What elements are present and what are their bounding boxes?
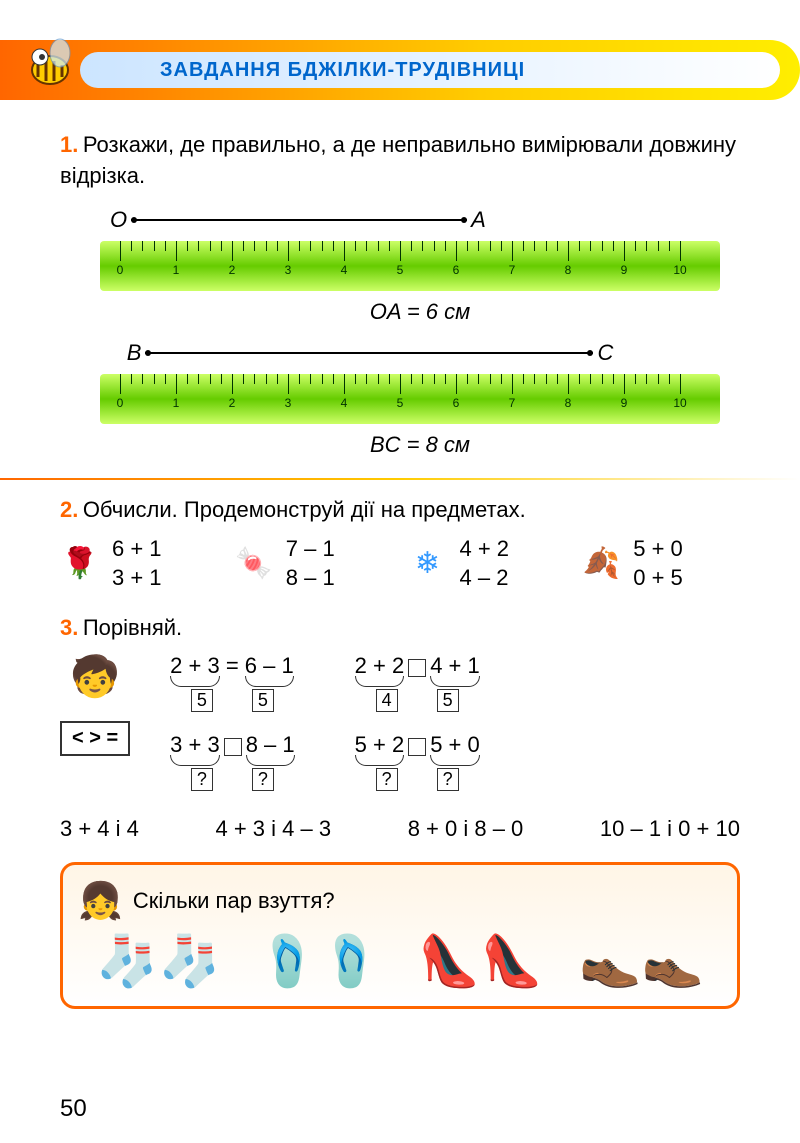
task-text: Розкажи, де правильно, а де неправильно … bbox=[60, 132, 736, 188]
segment-bc: B C bbox=[127, 340, 740, 366]
ruler-number: 6 bbox=[453, 263, 460, 277]
ruler-number: 9 bbox=[621, 263, 628, 277]
calc-group: 🍂 5 + 00 + 5 bbox=[581, 535, 740, 592]
measurement-label: OA = 6 см bbox=[100, 299, 740, 325]
expression: 6 + 1 bbox=[112, 535, 162, 564]
compare-pair: 3 + 4 і 4 bbox=[60, 816, 139, 842]
page-number: 50 bbox=[60, 1095, 87, 1123]
ruler-number: 9 bbox=[621, 396, 628, 410]
compare-pair: 4 + 3 і 4 – 3 bbox=[216, 816, 332, 842]
footwear-pair: 🩴🩴 bbox=[257, 932, 382, 991]
compare-expression: 2 + 24 + 14 5 bbox=[355, 653, 480, 712]
compare-expression: 3 + 38 – 1? ? bbox=[170, 732, 294, 791]
bee-icon bbox=[20, 35, 80, 95]
ruler-number: 6 bbox=[453, 396, 460, 410]
ruler-number: 1 bbox=[173, 396, 180, 410]
point-label: A bbox=[471, 207, 486, 233]
ruler-number: 10 bbox=[673, 396, 686, 410]
ruler-number: 7 bbox=[509, 396, 516, 410]
ruler-number: 7 bbox=[509, 263, 516, 277]
item-icon: 🍬 bbox=[234, 544, 274, 584]
expression: 4 + 2 bbox=[460, 535, 510, 564]
ruler: 0 1 2 3 4 5 6 7 8 9 10 bbox=[100, 241, 720, 291]
point-label: O bbox=[110, 207, 127, 233]
ruler-number: 2 bbox=[229, 396, 236, 410]
expression: 7 – 1 bbox=[286, 535, 335, 564]
measurement-label: BC = 8 см bbox=[100, 432, 740, 458]
footwear-pair: 🧦🧦 bbox=[96, 932, 221, 991]
ruler-number: 4 bbox=[341, 263, 348, 277]
compare-expression: 2 + 3 = 6 – 15 5 bbox=[170, 653, 294, 712]
task-2: 2. Обчисли. Продемонструй дії на предмет… bbox=[60, 495, 740, 593]
shoes-question: Скільки пар взуття? bbox=[133, 888, 335, 914]
compare-pair: 8 + 0 і 8 – 0 bbox=[408, 816, 524, 842]
header-banner: ЗАВДАННЯ БДЖІЛКИ-ТРУДІВНИЦІ bbox=[0, 40, 800, 100]
ruler-number: 5 bbox=[397, 263, 404, 277]
item-icon: ❄ bbox=[408, 544, 448, 584]
calc-group: ❄ 4 + 24 – 2 bbox=[408, 535, 567, 592]
point-label: C bbox=[597, 340, 613, 366]
ruler-number: 0 bbox=[117, 263, 124, 277]
task-number: 1. bbox=[60, 132, 78, 157]
child-icon: 🧒 bbox=[70, 653, 120, 713]
ruler-number: 3 bbox=[285, 396, 292, 410]
ruler-number: 8 bbox=[565, 263, 572, 277]
item-icon: 🍂 bbox=[581, 544, 621, 584]
operators-box: < > = bbox=[60, 721, 130, 756]
expression: 4 – 2 bbox=[460, 564, 510, 593]
task-number: 3. bbox=[60, 615, 78, 640]
shoes-question-box: 👧 Скільки пар взуття? 🧦🧦 🩴🩴 👠👠 👞👞 bbox=[60, 862, 740, 1009]
page-title: ЗАВДАННЯ БДЖІЛКИ-ТРУДІВНИЦІ bbox=[160, 59, 525, 82]
calc-group: 🌹 6 + 13 + 1 bbox=[60, 535, 219, 592]
task-1: 1. Розкажи, де правильно, а де неправиль… bbox=[60, 130, 740, 458]
footwear-pair: 👞👞 bbox=[579, 932, 704, 991]
task-number: 2. bbox=[60, 497, 78, 522]
expression: 3 + 1 bbox=[112, 564, 162, 593]
line-segment bbox=[131, 219, 467, 221]
expression: 5 + 0 bbox=[633, 535, 683, 564]
task-text: Порівняй. bbox=[83, 615, 182, 640]
item-icon: 🌹 bbox=[60, 544, 100, 584]
girl-icon: 👧 bbox=[78, 880, 123, 922]
ruler-number: 10 bbox=[673, 263, 686, 277]
compare-pair: 10 – 1 і 0 + 10 bbox=[600, 816, 740, 842]
ruler-number: 5 bbox=[397, 396, 404, 410]
segment-oa: O A bbox=[110, 207, 740, 233]
ruler-number: 2 bbox=[229, 263, 236, 277]
footwear-pair: 👠👠 bbox=[418, 932, 543, 991]
point-label: B bbox=[127, 340, 142, 366]
ruler-number: 4 bbox=[341, 396, 348, 410]
task-3: 3. Порівняй. 🧒 < > = 2 + 3 = 6 – 15 5 3 +… bbox=[60, 613, 740, 843]
expression: 8 – 1 bbox=[286, 564, 335, 593]
task-text: Обчисли. Продемонструй дії на предметах. bbox=[83, 497, 526, 522]
ruler: 0 1 2 3 4 5 6 7 8 9 10 bbox=[100, 374, 720, 424]
calc-group: 🍬 7 – 18 – 1 bbox=[234, 535, 393, 592]
compare-expression: 5 + 25 + 0? ? bbox=[355, 732, 480, 791]
line-segment bbox=[145, 352, 593, 354]
ruler-number: 1 bbox=[173, 263, 180, 277]
ruler-number: 3 bbox=[285, 263, 292, 277]
ruler-number: 8 bbox=[565, 396, 572, 410]
expression: 0 + 5 bbox=[633, 564, 683, 593]
divider bbox=[0, 478, 800, 480]
ruler-number: 0 bbox=[117, 396, 124, 410]
